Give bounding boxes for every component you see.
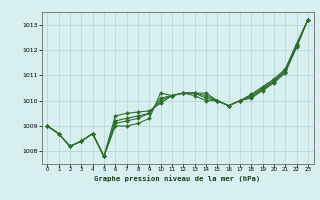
X-axis label: Graphe pression niveau de la mer (hPa): Graphe pression niveau de la mer (hPa): [94, 175, 261, 182]
